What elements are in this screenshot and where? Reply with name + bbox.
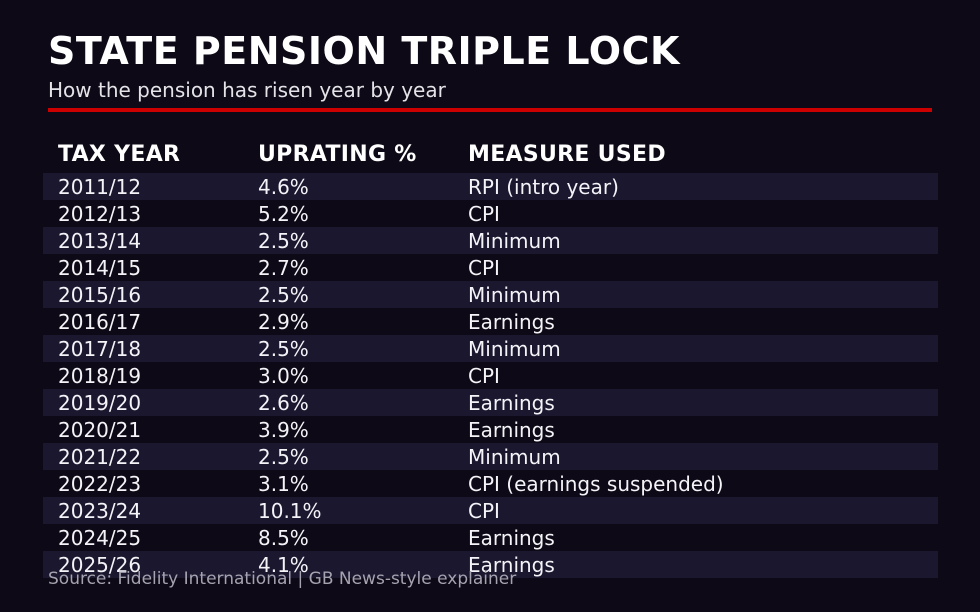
- table-row: 2012/13 5.2% CPI: [43, 200, 938, 227]
- table-row: 2013/14 2.5% Minimum: [43, 227, 938, 254]
- cell-measure: CPI: [468, 498, 500, 523]
- table-body: 2011/12 4.6% RPI (intro year) 2012/13 5.2% CP…: [43, 173, 938, 578]
- cell-year: 2024/25: [58, 525, 142, 550]
- cell-measure: RPI (intro year): [468, 174, 619, 199]
- cell-uprating: 3.1%: [258, 471, 309, 496]
- cell-year: 2020/21: [58, 417, 142, 442]
- cell-year: 2023/24: [58, 498, 142, 523]
- table-row: 2025/26 4.1% Earnings: [43, 551, 938, 578]
- cell-measure: Minimum: [468, 444, 561, 469]
- source-attribution: Source: Fidelity International | GB News…: [48, 569, 517, 589]
- table-header-row: TAX YEAR UPRATING % MEASURE USED: [43, 135, 938, 173]
- cell-uprating: 2.7%: [258, 255, 309, 280]
- table-row: 2024/25 8.5% Earnings: [43, 524, 938, 551]
- cell-uprating: 2.5%: [258, 282, 309, 307]
- cell-measure: CPI: [468, 201, 500, 226]
- cell-measure: Earnings: [468, 417, 555, 442]
- cell-year: 2012/13: [58, 201, 142, 226]
- page-subtitle: How the pension has risen year by year: [48, 78, 446, 102]
- cell-uprating: 4.1%: [258, 552, 309, 577]
- cell-measure: CPI: [468, 255, 500, 280]
- table-row: 2019/20 2.6% Earnings: [43, 389, 938, 416]
- column-header-uprating: UPRATING %: [258, 141, 417, 167]
- cell-measure: Earnings: [468, 525, 555, 550]
- cell-uprating: 5.2%: [258, 201, 309, 226]
- cell-uprating: 10.1%: [258, 498, 322, 523]
- cell-uprating: 2.5%: [258, 444, 309, 469]
- cell-year: 2025/26: [58, 552, 142, 577]
- cell-year: 2016/17: [58, 309, 142, 334]
- table-row: 2017/18 2.5% Minimum: [43, 335, 938, 362]
- cell-measure: Earnings: [468, 309, 555, 334]
- red-divider-rule: [48, 108, 932, 112]
- table-row: 2015/16 2.5% Minimum: [43, 281, 938, 308]
- cell-uprating: 2.5%: [258, 336, 309, 361]
- cell-year: 2013/14: [58, 228, 142, 253]
- cell-measure: Minimum: [468, 228, 561, 253]
- cell-measure: CPI: [468, 363, 500, 388]
- column-header-measure: MEASURE USED: [468, 141, 666, 167]
- table-row: 2021/22 2.5% Minimum: [43, 443, 938, 470]
- table-row: 2018/19 3.0% CPI: [43, 362, 938, 389]
- cell-uprating: 2.6%: [258, 390, 309, 415]
- cell-measure: Minimum: [468, 282, 561, 307]
- table-row: 2022/23 3.1% CPI (earnings suspended): [43, 470, 938, 497]
- cell-uprating: 8.5%: [258, 525, 309, 550]
- page-title: STATE PENSION TRIPLE LOCK: [48, 29, 680, 73]
- column-header-tax-year: TAX YEAR: [58, 141, 181, 167]
- cell-uprating: 3.0%: [258, 363, 309, 388]
- pension-table: TAX YEAR UPRATING % MEASURE USED 2011/12…: [43, 135, 938, 578]
- cell-year: 2015/16: [58, 282, 142, 307]
- cell-year: 2022/23: [58, 471, 142, 496]
- cell-year: 2019/20: [58, 390, 142, 415]
- cell-year: 2017/18: [58, 336, 142, 361]
- table-row: 2023/24 10.1% CPI: [43, 497, 938, 524]
- cell-uprating: 3.9%: [258, 417, 309, 442]
- table-row: 2016/17 2.9% Earnings: [43, 308, 938, 335]
- cell-year: 2021/22: [58, 444, 142, 469]
- table-row: 2014/15 2.7% CPI: [43, 254, 938, 281]
- cell-uprating: 2.9%: [258, 309, 309, 334]
- cell-measure: Earnings: [468, 390, 555, 415]
- cell-measure: Minimum: [468, 336, 561, 361]
- cell-uprating: 2.5%: [258, 228, 309, 253]
- cell-uprating: 4.6%: [258, 174, 309, 199]
- cell-measure: CPI (earnings suspended): [468, 471, 724, 496]
- cell-year: 2014/15: [58, 255, 142, 280]
- cell-year: 2018/19: [58, 363, 142, 388]
- table-row: 2011/12 4.6% RPI (intro year): [43, 173, 938, 200]
- cell-measure: Earnings: [468, 552, 555, 577]
- cell-year: 2011/12: [58, 174, 142, 199]
- table-row: 2020/21 3.9% Earnings: [43, 416, 938, 443]
